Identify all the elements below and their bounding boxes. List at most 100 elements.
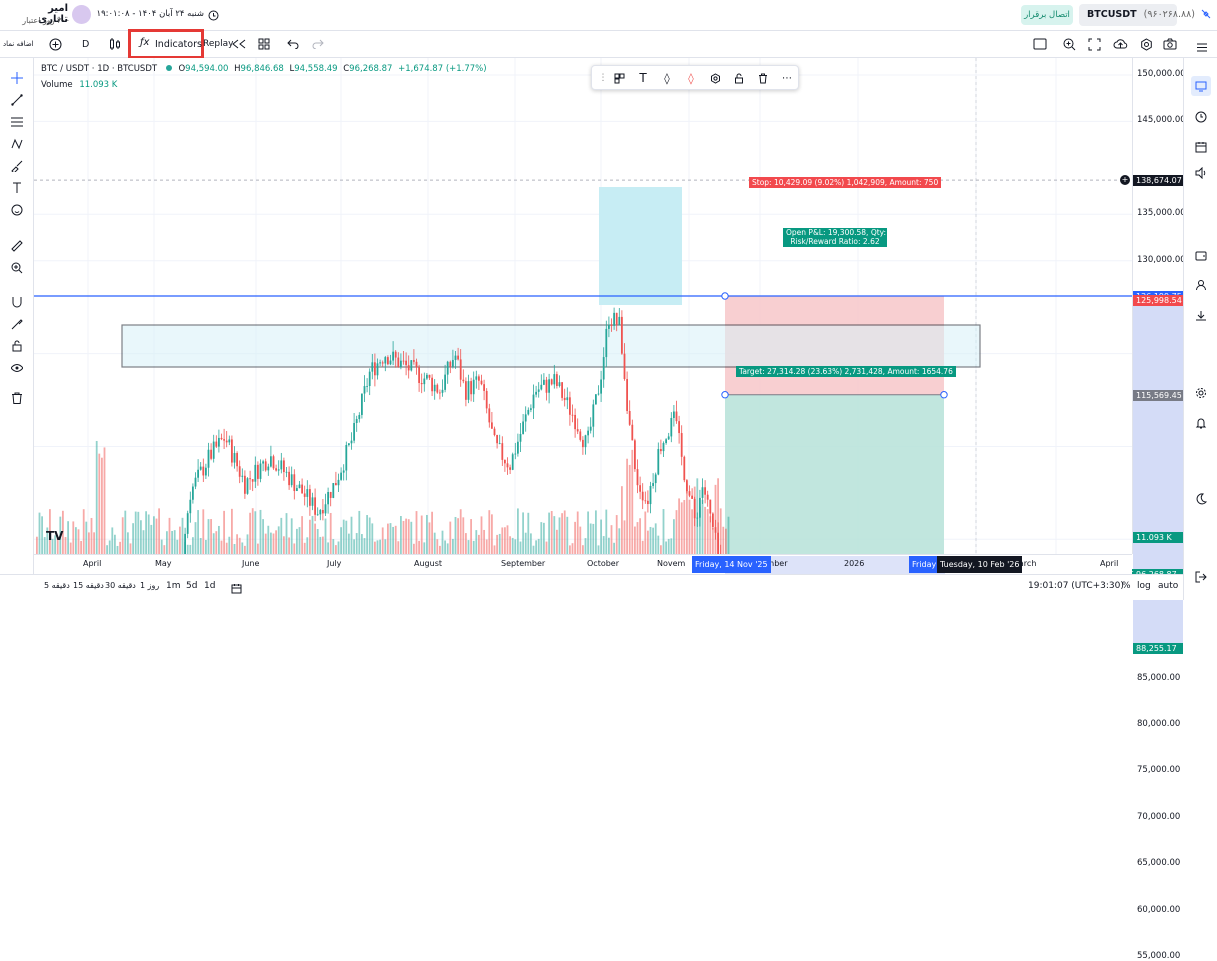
range-button[interactable]: 1 روز bbox=[140, 581, 160, 590]
disconnect-icon[interactable] bbox=[1196, 4, 1216, 24]
symbol-selector-button[interactable]: BTCUSDT (۹۶۰۲۶۸.۸۸) bbox=[1079, 4, 1195, 26]
layouts-icon[interactable] bbox=[254, 34, 274, 54]
text-icon[interactable] bbox=[7, 178, 27, 198]
volume-bar bbox=[176, 539, 179, 554]
interval-button[interactable]: D bbox=[82, 39, 90, 50]
drawing-handle[interactable] bbox=[940, 391, 948, 399]
volume-series[interactable] bbox=[36, 440, 730, 554]
chart-view-icon[interactable] bbox=[1191, 76, 1211, 96]
replay-icon[interactable] bbox=[229, 34, 249, 54]
fill-color-icon[interactable]: ◊ bbox=[664, 71, 670, 85]
candle-body bbox=[441, 389, 444, 393]
volume-bar bbox=[423, 542, 426, 554]
range-button[interactable]: 5 دقیقه bbox=[44, 581, 70, 590]
download-icon[interactable] bbox=[1191, 306, 1211, 326]
candles-icon[interactable] bbox=[105, 34, 125, 54]
settings-icon[interactable] bbox=[1136, 34, 1156, 54]
tradingview-logo[interactable]: TV bbox=[46, 529, 64, 543]
drag-handle-icon[interactable]: ⋮ bbox=[598, 73, 608, 83]
undo-icon[interactable] bbox=[283, 34, 303, 54]
target-zone[interactable] bbox=[725, 394, 944, 574]
goto-date-icon[interactable] bbox=[226, 578, 246, 598]
candle-body bbox=[532, 394, 535, 409]
line-color-icon[interactable]: ◊ bbox=[688, 71, 694, 85]
history-clock-icon[interactable] bbox=[1191, 107, 1211, 127]
emoji-icon[interactable] bbox=[7, 200, 27, 220]
volume-bar bbox=[634, 526, 636, 554]
volume-bar bbox=[41, 516, 43, 554]
magnet-icon[interactable] bbox=[7, 292, 27, 312]
candle-body bbox=[574, 414, 576, 430]
gear-icon[interactable] bbox=[1191, 383, 1211, 403]
volume-bar bbox=[410, 521, 413, 554]
lock-drawing-icon[interactable] bbox=[729, 68, 749, 88]
sound-icon[interactable] bbox=[1191, 163, 1211, 183]
volume-label[interactable]: Volume bbox=[41, 80, 73, 90]
drawing-handle[interactable] bbox=[721, 292, 729, 300]
volume-bar bbox=[275, 530, 277, 554]
add-compare-icon[interactable] bbox=[45, 34, 65, 54]
connection-status-button[interactable]: اتصال برقرار bbox=[1021, 5, 1073, 25]
user-icon[interactable] bbox=[1191, 275, 1211, 295]
text-style-icon[interactable]: T bbox=[639, 71, 647, 85]
drawing-handle[interactable] bbox=[721, 391, 729, 399]
candle-body bbox=[670, 418, 673, 437]
template-icon[interactable] bbox=[609, 68, 629, 88]
symbol-title[interactable]: BTC / USDT · 1D · BTCUSDT bbox=[41, 64, 158, 74]
calendar-icon[interactable] bbox=[1191, 137, 1211, 157]
indicators-button[interactable]: ƒx Indicators bbox=[128, 29, 204, 59]
brush-icon[interactable] bbox=[7, 156, 27, 176]
support-zone-rectangle[interactable] bbox=[121, 324, 981, 368]
bell-icon[interactable] bbox=[1191, 413, 1211, 433]
cloud-upload-icon[interactable] bbox=[1110, 34, 1130, 54]
add-alert-icon[interactable]: + bbox=[1120, 175, 1130, 186]
replay-button[interactable]: Replay bbox=[203, 39, 234, 49]
candles-series[interactable] bbox=[36, 307, 730, 574]
fullscreen-frame-icon[interactable] bbox=[1030, 34, 1050, 54]
time-tick-label: September bbox=[501, 559, 546, 568]
highlight-rectangle[interactable] bbox=[599, 187, 682, 305]
range-button[interactable]: 15 دقیقه bbox=[73, 581, 104, 590]
expand-icon[interactable] bbox=[1084, 34, 1104, 54]
range-button[interactable]: 5d bbox=[186, 581, 198, 591]
trend-line-icon[interactable] bbox=[7, 90, 27, 110]
lock-draw-icon[interactable] bbox=[7, 314, 27, 334]
trash-icon[interactable] bbox=[7, 388, 27, 408]
volume-bar bbox=[231, 508, 233, 554]
range-button[interactable]: 1d bbox=[204, 581, 216, 591]
volume-bar bbox=[147, 514, 150, 554]
clock-text[interactable]: 19:01:07 (UTC+3:30) bbox=[1028, 581, 1124, 591]
volume-bar bbox=[361, 534, 363, 554]
candle-body bbox=[361, 393, 363, 415]
chart-canvas[interactable]: TV bbox=[34, 58, 1132, 574]
dark-mode-icon[interactable] bbox=[1191, 489, 1211, 509]
volume-bar bbox=[519, 541, 522, 554]
camera-icon[interactable] bbox=[1160, 34, 1180, 54]
fib-icon[interactable] bbox=[7, 112, 27, 132]
volume-bar bbox=[137, 511, 140, 554]
zoom-icon[interactable] bbox=[7, 258, 27, 278]
crosshair-icon[interactable] bbox=[7, 68, 27, 88]
chart-pane[interactable]: TV BTC / USDT · 1D · BTCUSDT O94,594.00 … bbox=[34, 58, 1132, 574]
pattern-icon[interactable] bbox=[7, 134, 27, 154]
eye-icon[interactable] bbox=[7, 358, 27, 378]
settings-gear-icon[interactable] bbox=[705, 68, 725, 88]
add-symbol-button[interactable]: اضافه نماد bbox=[3, 40, 34, 48]
time-scale[interactable]: April May June July August September October No… bbox=[34, 554, 1132, 574]
menu-icon[interactable] bbox=[1192, 37, 1212, 57]
lock-icon[interactable] bbox=[7, 336, 27, 356]
wallet-icon[interactable] bbox=[1191, 245, 1211, 265]
auto-toggle[interactable]: auto bbox=[1158, 581, 1179, 591]
log-toggle[interactable]: log bbox=[1137, 581, 1151, 591]
range-button[interactable]: 30 دقیقه bbox=[105, 581, 136, 590]
percent-toggle[interactable]: % bbox=[1122, 581, 1131, 591]
user-avatar[interactable] bbox=[72, 5, 91, 24]
delete-drawing-icon[interactable] bbox=[753, 68, 773, 88]
range-button[interactable]: 1m bbox=[166, 581, 181, 591]
zoom-in-icon[interactable] bbox=[1059, 34, 1079, 54]
ruler-icon[interactable] bbox=[7, 236, 27, 256]
logout-icon[interactable] bbox=[1191, 567, 1211, 587]
more-options-icon[interactable]: ⋯ bbox=[782, 72, 792, 84]
price-scale[interactable]: 150,000.00 145,000.00 135,000.00 130,000.00… bbox=[1096, 58, 1186, 961]
redo-icon[interactable] bbox=[308, 34, 328, 54]
